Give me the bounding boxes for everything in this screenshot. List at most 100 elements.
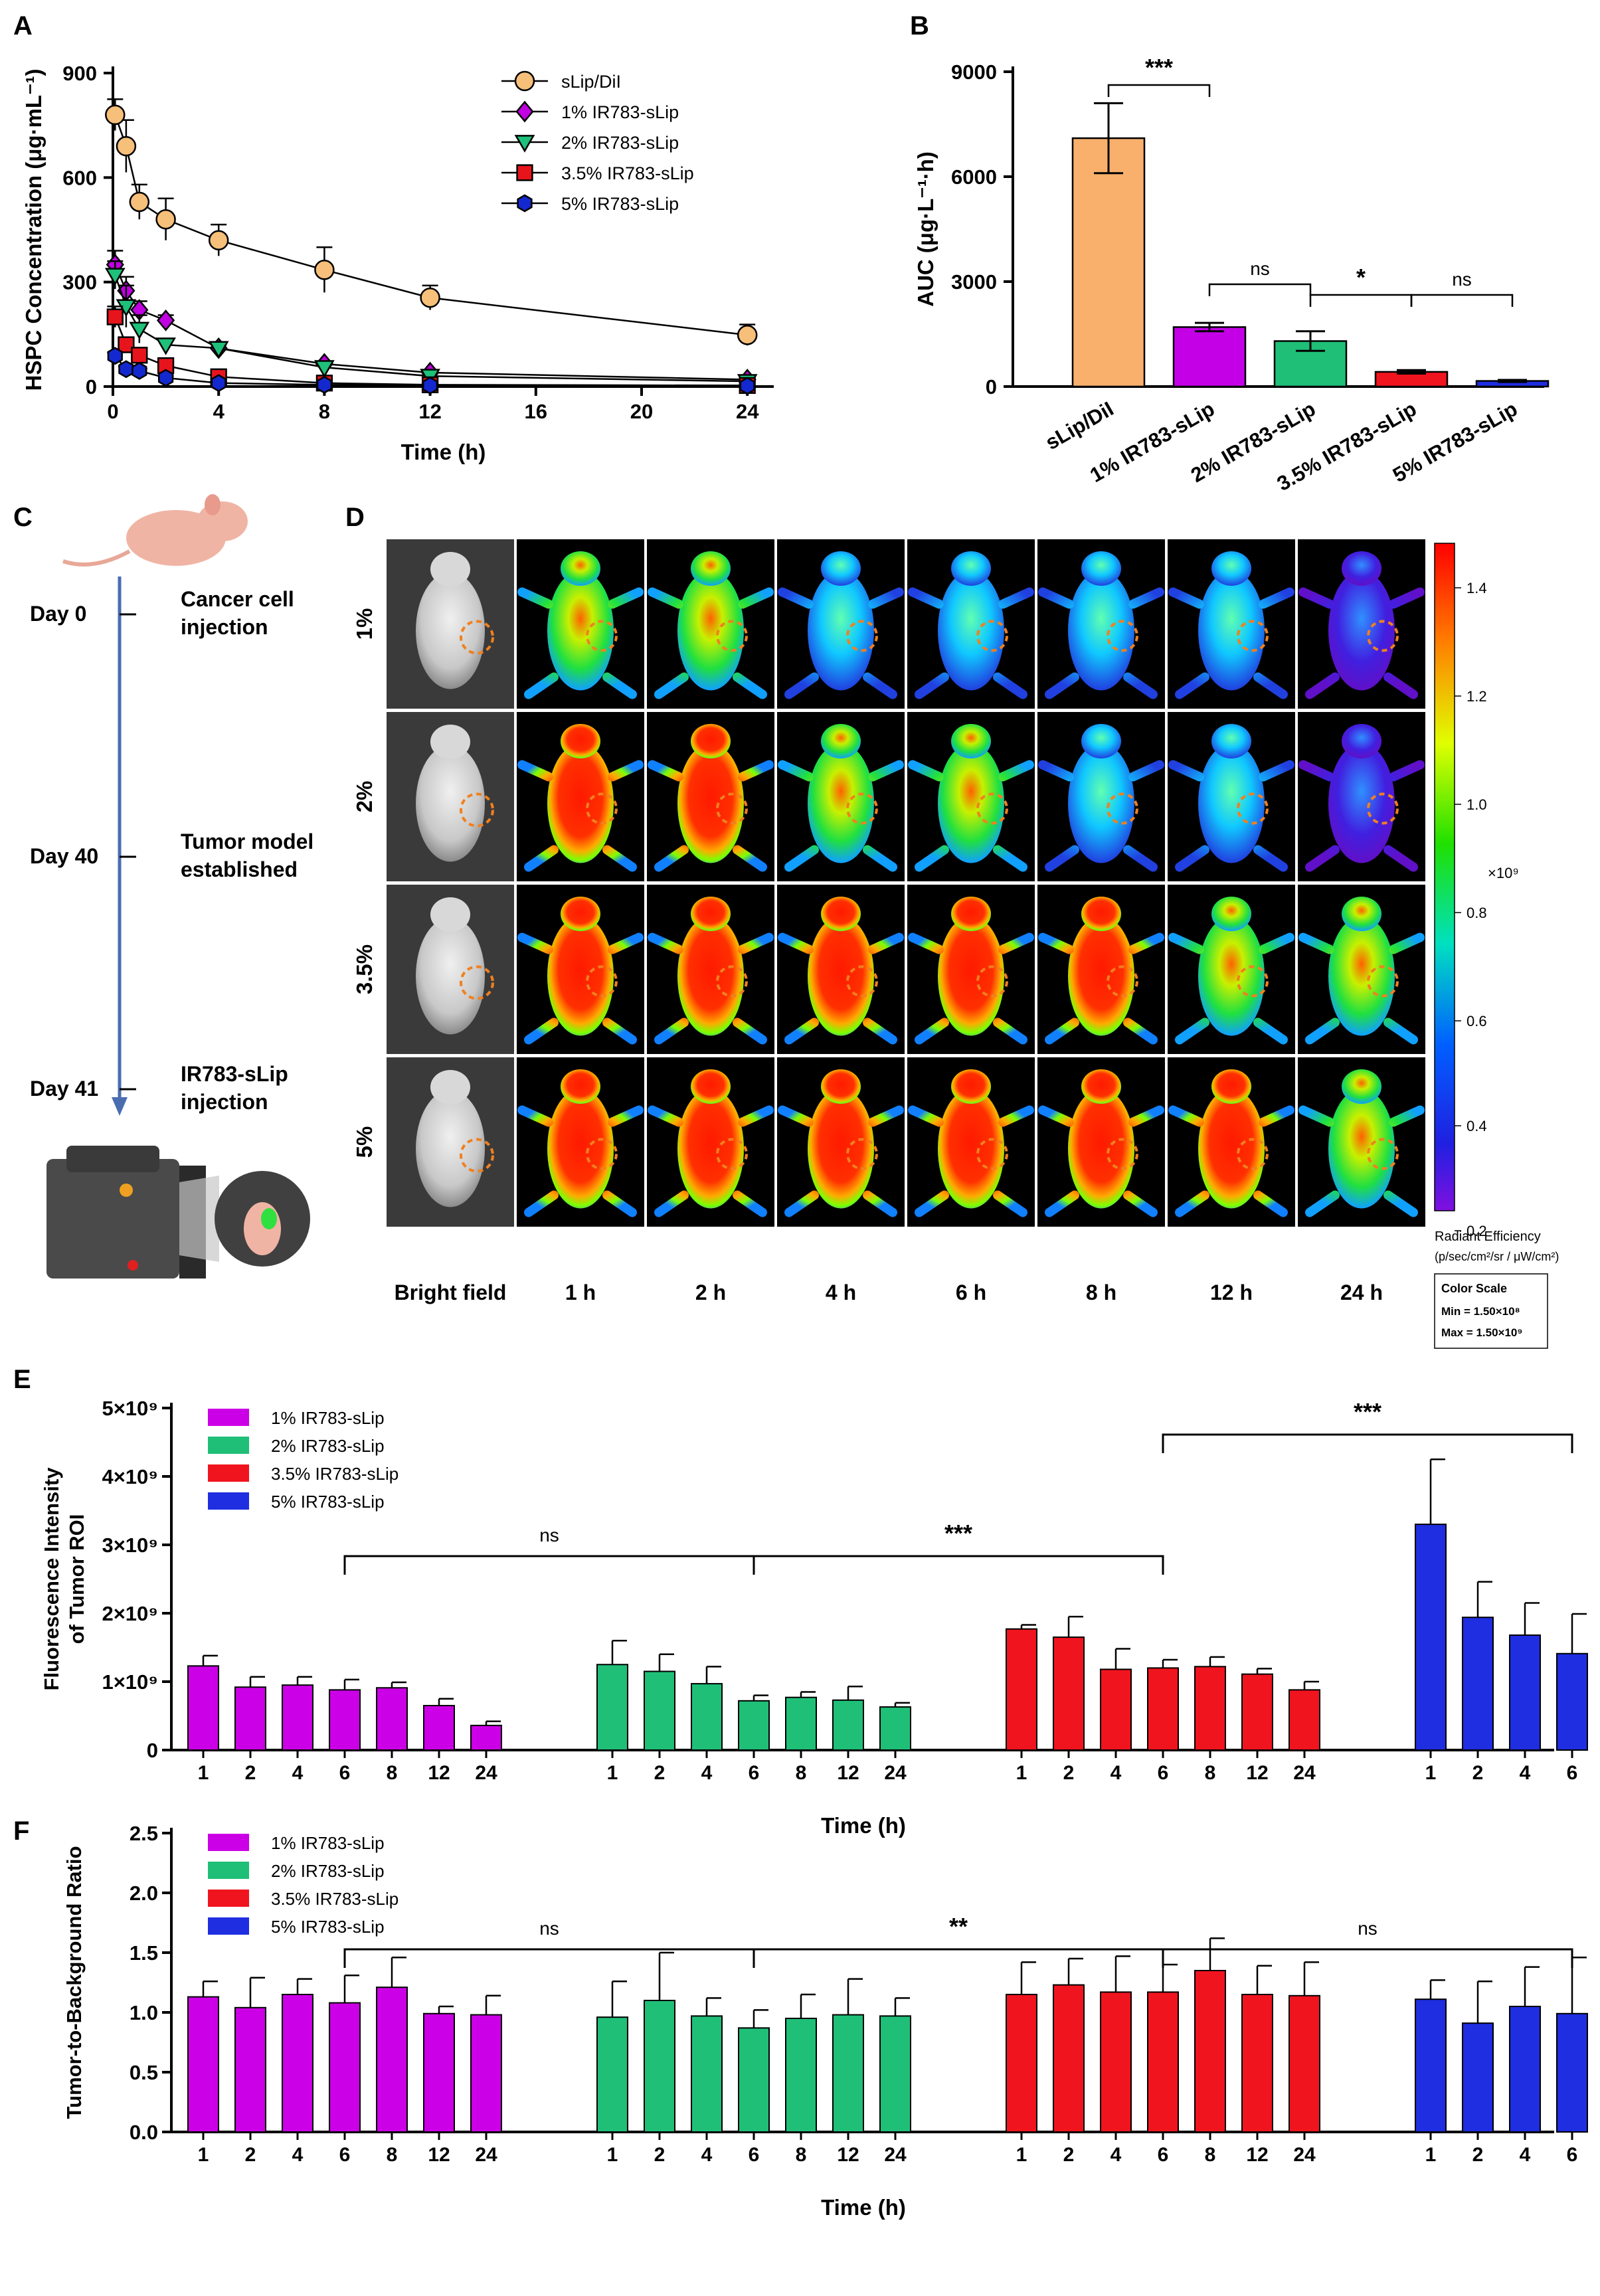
image-tile	[1298, 712, 1425, 881]
image-tile	[387, 539, 514, 709]
legend-label: sLip/DiI	[561, 72, 621, 92]
tumor-roi	[976, 1138, 1008, 1170]
bar	[596, 2016, 628, 2133]
y-tick-label: 2.0	[130, 1882, 158, 1905]
x-tick-label: 24	[475, 1762, 497, 1784]
tumor-roi	[586, 1138, 618, 1170]
mouse-signal	[808, 743, 874, 863]
significance-label: *	[1356, 264, 1366, 291]
x-tick-label: 4	[1111, 2144, 1122, 2166]
x-tick-label: 4	[292, 1762, 304, 1784]
mouse-head-signal	[1081, 1069, 1121, 1104]
image-tile	[907, 712, 1035, 881]
column-label: 6 h	[956, 1280, 986, 1304]
column-label: 8 h	[1086, 1280, 1116, 1304]
data-point	[516, 164, 533, 181]
tumor-roi	[1107, 620, 1138, 652]
mouse-head-signal	[1211, 1069, 1251, 1104]
data-point	[155, 337, 176, 355]
image-tile	[1037, 1057, 1165, 1227]
image-tile	[387, 712, 514, 881]
row-label: 3.5%	[352, 944, 377, 994]
panel-f: 0.0 0.5 1.0 1.5 2.0 2.5 Tumor-to-Background Ra…	[62, 1822, 1588, 2220]
x-tick-label: 4	[1111, 1762, 1122, 1784]
x-tick-label-a: 0	[107, 400, 118, 423]
legend-label: 5% IR783-sLip	[271, 1492, 385, 1512]
tumor-roi	[716, 965, 748, 998]
imaged-mouse	[244, 1202, 281, 1255]
bar	[832, 2014, 864, 2133]
image-tile	[777, 712, 905, 881]
significance-label: ***	[1354, 1398, 1381, 1425]
mouse-signal	[938, 1089, 1004, 1209]
bar	[1509, 2006, 1541, 2133]
tumor-roi	[716, 1138, 748, 1170]
tumor-roi	[1107, 792, 1138, 825]
bar	[1006, 1994, 1037, 2133]
mouse-limbs	[648, 760, 774, 872]
tumor-roi	[846, 620, 878, 652]
mouse-head-signal	[1081, 551, 1121, 586]
bar	[470, 2014, 502, 2133]
image-tile	[647, 885, 774, 1054]
mouse-limbs	[1168, 932, 1294, 1045]
mouse-signal	[1198, 743, 1265, 863]
column-label: 24 h	[1340, 1280, 1383, 1304]
x-tick-label: 8	[387, 1762, 398, 1784]
y-axis-label-a: HSPC Concentration (μg·mL⁻¹)	[21, 69, 46, 391]
x-tick-label: 1	[607, 1762, 618, 1784]
tumor-roi	[846, 965, 878, 998]
timeline-desc: established	[181, 857, 298, 881]
x-tick-label: 2	[654, 1762, 666, 1784]
series-4	[107, 347, 756, 395]
mouse-limbs	[517, 587, 644, 699]
data-point	[129, 321, 150, 340]
mouse-head-signal	[1211, 897, 1251, 931]
mouse-head-signal	[691, 1069, 731, 1104]
y-tick-label-a: 300	[62, 271, 97, 294]
bar	[423, 2012, 455, 2133]
image-tile	[517, 1057, 644, 1227]
x-tick-label: 4	[292, 2144, 304, 2166]
colorbar-tick-label: 0.6	[1467, 1013, 1487, 1029]
bar	[1241, 1673, 1273, 1751]
legend-label: 3.5% IR783-sLip	[271, 1889, 399, 1909]
tumor-roi	[1237, 792, 1269, 825]
y-tick-label: 2.5	[130, 1822, 158, 1845]
mouse-signal	[547, 1089, 614, 1209]
mouse-limbs	[648, 1105, 774, 1217]
y-tick-label-b: 6000	[951, 165, 997, 189]
data-point	[420, 288, 440, 308]
bar	[329, 2002, 361, 2133]
bar	[1100, 1668, 1132, 1751]
significance-bracket	[753, 1948, 1164, 1968]
mouse-head-signal	[951, 897, 991, 931]
bar	[1071, 137, 1146, 388]
x-tick-label-a: 16	[525, 400, 547, 423]
bar	[879, 2015, 911, 2133]
mouse-signal	[1328, 743, 1395, 863]
mouse-signal	[1198, 916, 1265, 1036]
bar	[187, 1665, 219, 1751]
panel-label-d: D	[345, 503, 365, 532]
panel-e: 0 1×10⁹ 2×10⁹ 3×10⁹ 4×10⁹ 5×10⁹ Fluorescence I…	[40, 1397, 1588, 1838]
x-tick-label: 6	[749, 2144, 760, 2166]
x-tick-label: 12	[428, 1762, 450, 1784]
mouse-signal	[1068, 571, 1134, 691]
significance-label: ns	[1452, 269, 1472, 290]
data-point	[129, 191, 150, 213]
mouse-limbs	[517, 1105, 644, 1217]
tumor-roi	[460, 1138, 494, 1173]
mouse-signal	[677, 1089, 744, 1209]
tumor-roi	[1367, 792, 1399, 825]
colorbar	[1434, 543, 1455, 1211]
data-point	[514, 70, 535, 92]
legend-swatch	[208, 1492, 249, 1510]
bar	[329, 1689, 361, 1751]
x-tick-label: 24	[1293, 1762, 1316, 1784]
mouse-limbs	[778, 760, 904, 872]
tumor-roi	[460, 792, 494, 828]
tumor-roi	[1237, 1138, 1269, 1170]
